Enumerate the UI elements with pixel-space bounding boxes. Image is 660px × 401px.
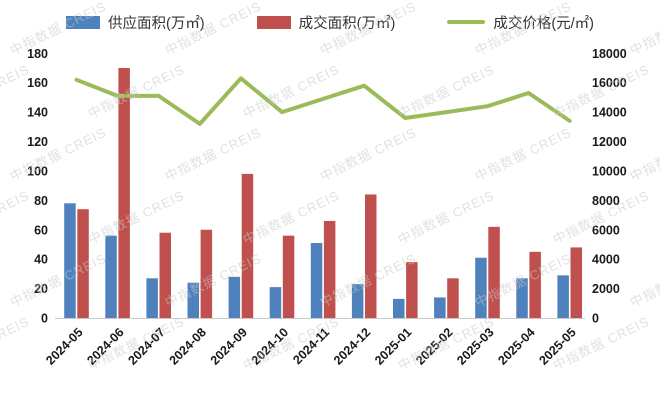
x-axis-month-label: 2024-08 bbox=[167, 325, 209, 367]
bar-supply-area bbox=[105, 235, 117, 318]
left-axis-tick-label: 100 bbox=[27, 164, 48, 178]
bar-transaction-area bbox=[570, 247, 582, 318]
bar-transaction-area bbox=[447, 278, 459, 318]
right-axis-tick-label: 0 bbox=[592, 312, 599, 326]
bar-transaction-area bbox=[323, 220, 336, 318]
bar-supply-area bbox=[393, 298, 405, 318]
right-axis-tick-label: 18000 bbox=[592, 47, 627, 61]
right-axis-tick-label: 6000 bbox=[592, 223, 620, 237]
bar-transaction-area bbox=[282, 235, 295, 318]
x-axis-month-label: 2024-12 bbox=[331, 325, 373, 367]
legend-label-supply-area: 供应面积(万㎡) bbox=[107, 15, 205, 32]
x-axis-month-label: 2024-11 bbox=[290, 325, 332, 367]
bar-supply-area bbox=[269, 287, 282, 318]
left-axis-tick-label: 140 bbox=[27, 106, 48, 120]
right-axis-tick-label: 12000 bbox=[592, 135, 627, 149]
transaction-price-line bbox=[74, 76, 572, 126]
x-axis-month-label: 2025-05 bbox=[536, 325, 578, 367]
right-axis-tick-label: 8000 bbox=[592, 194, 620, 208]
bar-transaction-area bbox=[159, 232, 171, 318]
bar-transaction-area bbox=[200, 229, 213, 318]
x-axis-month-label: 2024-05 bbox=[43, 325, 85, 367]
bar-supply-area bbox=[434, 297, 446, 318]
x-axis-month-label: 2024-06 bbox=[84, 325, 126, 367]
left-axis-tick-label: 0 bbox=[41, 312, 48, 326]
bar-supply-area bbox=[187, 282, 199, 318]
bar-supply-area bbox=[475, 257, 487, 318]
x-axis-month-label: 2024-09 bbox=[208, 325, 250, 367]
legend-item-transaction-area: 成交面积(万㎡) bbox=[256, 12, 396, 33]
left-axis-tick-label: 160 bbox=[27, 76, 48, 90]
left-axis-tick-label: 180 bbox=[27, 47, 48, 61]
bar-transaction-area bbox=[77, 209, 89, 318]
bar-transaction-area bbox=[118, 68, 130, 318]
left-axis-tick-label: 120 bbox=[27, 135, 48, 149]
left-axis-tick-label: 20 bbox=[34, 282, 48, 296]
legend-label-transaction-area: 成交面积(万㎡) bbox=[298, 15, 396, 32]
left-axis-tick-label: 40 bbox=[34, 253, 48, 267]
transaction-area-swatch-icon bbox=[256, 15, 291, 29]
transaction-price-line-icon bbox=[447, 20, 486, 24]
bar-supply-area bbox=[516, 278, 528, 318]
legend-item-transaction-price: 成交价格(元/㎡) bbox=[447, 12, 594, 33]
left-axis-tick-label: 80 bbox=[34, 194, 48, 208]
bar-transaction-area bbox=[365, 194, 377, 318]
bar-transaction-area bbox=[241, 173, 254, 318]
left-axis-tick-label: 60 bbox=[34, 223, 48, 237]
x-axis-month-label: 2024-07 bbox=[125, 325, 167, 367]
chart-legend: 供应面积(万㎡) 成交面积(万㎡) 成交价格(元/㎡) bbox=[0, 9, 660, 35]
right-axis-tick-label: 16000 bbox=[592, 76, 627, 90]
bar-supply-area bbox=[557, 275, 569, 318]
legend-item-supply-area: 供应面积(万㎡) bbox=[65, 12, 205, 33]
bar-supply-area bbox=[146, 278, 158, 318]
x-axis-month-label: 2025-03 bbox=[454, 325, 496, 367]
bar-supply-area bbox=[310, 243, 323, 318]
bar-transaction-area bbox=[488, 226, 500, 318]
right-axis-tick-label: 14000 bbox=[592, 106, 627, 120]
bar-transaction-area bbox=[406, 262, 418, 318]
bar-supply-area bbox=[64, 203, 76, 318]
x-axis-month-label: 2025-04 bbox=[495, 325, 537, 367]
x-axis-month-label: 2025-02 bbox=[413, 325, 455, 367]
right-axis-tick-label: 10000 bbox=[592, 164, 627, 178]
supply-area-swatch-icon bbox=[65, 15, 100, 29]
bar-supply-area bbox=[228, 276, 241, 318]
bar-supply-area bbox=[351, 284, 364, 318]
x-axis-month-label: 2025-01 bbox=[372, 325, 414, 367]
right-axis-tick-label: 2000 bbox=[592, 282, 620, 296]
bar-transaction-area bbox=[529, 251, 541, 318]
legend-label-transaction-price: 成交价格(元/㎡) bbox=[493, 15, 595, 32]
x-axis-month-label: 2024-10 bbox=[249, 325, 291, 367]
right-axis-tick-label: 4000 bbox=[592, 253, 620, 267]
